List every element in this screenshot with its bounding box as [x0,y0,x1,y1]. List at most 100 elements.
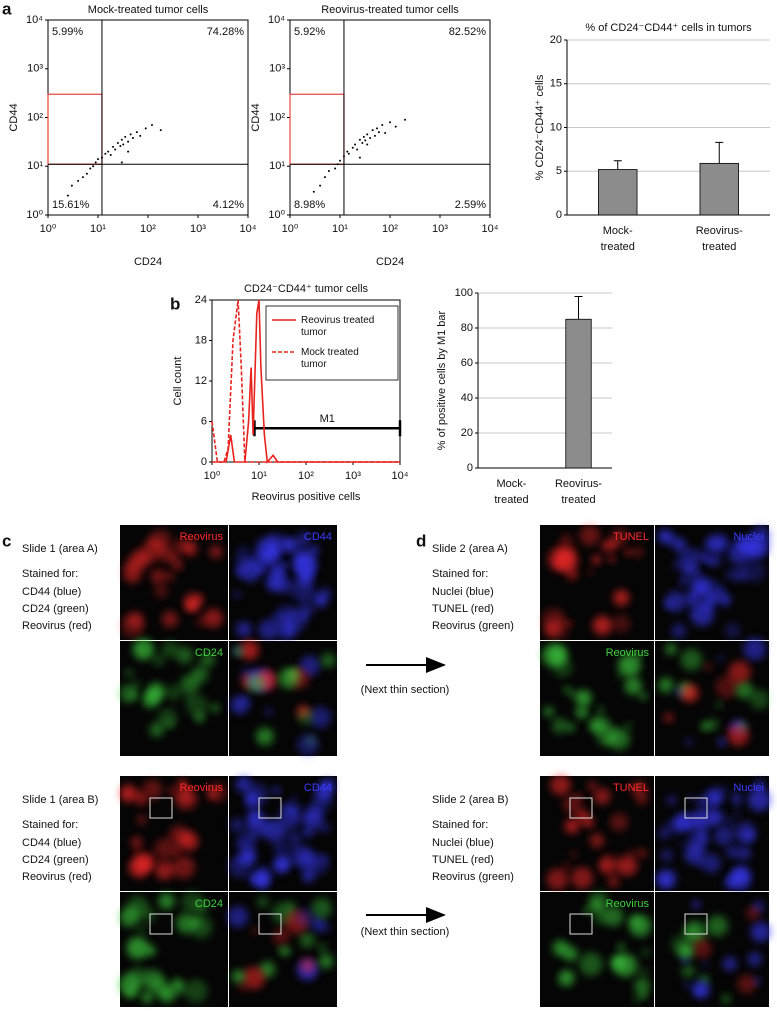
stain-signal [734,809,741,816]
stain-heading: Stained for: [22,568,78,580]
stain-signal [263,552,274,563]
cell-dot [319,184,322,187]
stain-signal [624,676,643,695]
stain-item: CD24 (green) [22,603,89,615]
stain-item: TUNEL (red) [432,603,494,615]
stain-signal [663,712,674,723]
channel-label: Reovirus [180,531,224,543]
y-tick-label: 12 [195,375,207,387]
stain-signal [564,818,580,834]
cell-dot [94,161,97,164]
stain-signal [592,615,612,636]
stain-signal [183,541,194,552]
gate [47,93,103,165]
stain-signal [258,619,280,641]
stain-signal [742,559,766,583]
y-tick-label: 20 [550,34,562,46]
stain-signal [240,849,256,865]
stain-signal [617,943,626,952]
stain-signal [665,643,677,655]
stain-signal [671,623,687,639]
stain-signal [127,895,149,917]
cell-dot [361,141,364,144]
stain-signal [672,537,686,552]
stain-signal [319,587,332,600]
stain-signal [552,657,573,678]
stain-signal [684,924,700,940]
stain-signal [736,845,752,861]
stain-signal [575,793,583,801]
stain-signal [137,924,147,935]
y-tick-label: 10¹ [269,160,285,172]
stain-signal [273,841,289,857]
stain-signal [726,845,739,859]
stain-signal [617,653,641,677]
slide-title: Slide 1 (area B) [22,794,98,806]
stain-signal [725,817,735,826]
stain-signal [150,568,166,584]
panel-label: c [2,531,11,550]
stain-signal [171,855,196,879]
panel-label: d [416,531,426,550]
stain-signal [683,981,691,990]
stain-signal [691,938,712,959]
panel-label: b [170,294,180,313]
cell-dot [323,176,326,179]
cell-dot [70,184,73,187]
bar [565,318,592,469]
stain-signal [168,786,177,795]
stain-heading: Stained for: [432,819,488,831]
stain-signal [687,829,709,851]
stain-signal [638,968,648,979]
stain-signal [149,722,164,738]
stain-signal [142,969,164,991]
quadrant-label: 74.28% [207,26,245,38]
stain-signal [148,529,172,553]
cell-dot [312,190,315,193]
stain-signal [559,969,575,986]
cell-dot [85,172,88,175]
stain-signal [587,568,594,575]
stain-signal [721,994,731,1004]
cell-dot [100,156,103,159]
stain-signal [320,823,330,833]
stain-signal [575,689,592,707]
region-box [684,913,708,935]
stain-signal [697,549,710,562]
stain-signal [627,849,636,858]
stain-signal [679,577,688,586]
stain-signal [256,895,269,908]
cell-dot [346,150,349,153]
stain-signal [551,717,568,734]
x-tick-label: 10⁴ [392,470,409,482]
stain-signal [750,921,771,943]
stain-signal [318,953,334,969]
stain-signal [233,646,244,657]
cell-dot [366,143,369,146]
stain-signal [282,538,296,552]
stain-signal [207,781,228,803]
y-axis-label: % CD24⁻CD44⁺ cells [534,74,546,180]
stain-signal [547,618,570,640]
stain-signal [713,825,734,846]
stain-signal [140,990,154,1004]
stain-signal [591,555,602,565]
y-tick-label: 10⁴ [26,14,43,26]
cell-dot [135,131,138,134]
stain-signal [579,952,603,976]
slide-title: Slide 1 (area A) [22,543,98,555]
quadrant-label: 82.52% [449,26,487,38]
stain-signal [635,651,643,659]
stain-signal [161,640,179,658]
stain-signal [185,694,209,717]
cell-dot [358,156,361,159]
region-box [569,797,593,819]
stain-signal [682,562,698,579]
stain-signal [309,706,332,729]
cell-dot [369,136,372,139]
stain-signal [709,804,717,812]
channel-label: Nuclei [733,782,764,794]
stain-signal [566,620,573,627]
stain-signal [320,653,336,668]
